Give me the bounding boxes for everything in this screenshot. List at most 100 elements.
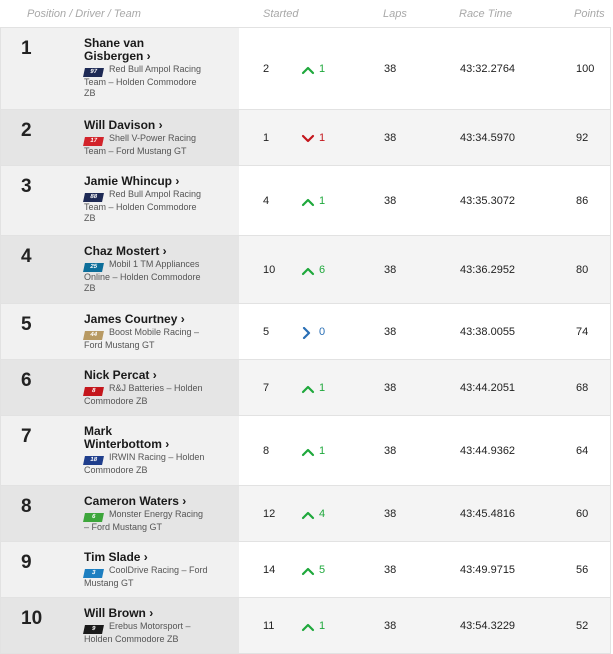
race-time: 43:44.2051: [460, 382, 516, 394]
driver-name-line: Shane van: [84, 36, 145, 50]
laps: 38: [384, 132, 397, 144]
table-row: 6 Nick Percat › 8 R&J Batteries – Holden Com…: [0, 359, 611, 416]
started-position: 5: [263, 326, 270, 338]
header-points: Points: [574, 8, 605, 20]
team-name-line: Team – Holden Commodore: [84, 77, 197, 87]
started-position: 4: [263, 195, 270, 207]
chevron-up-icon: [301, 448, 315, 457]
driver-link[interactable]: Will Davison ›: [84, 119, 234, 132]
position-change: 1: [319, 620, 326, 632]
table-row: 4 Chaz Mostert › 25 Mobil 1 TM Appliances On…: [0, 235, 611, 304]
position-change: 1: [319, 195, 326, 207]
started-position: 8: [263, 445, 270, 457]
race-time: 43:38.0055: [460, 326, 516, 338]
team-name: 9 Erebus Motorsport – Holden Commodore ZB: [83, 621, 219, 645]
car-number-badge: 17: [83, 137, 104, 146]
team-name-line: Red Bull Ampol Racing: [109, 64, 202, 74]
driver-name-line: James Courtney ›: [84, 312, 185, 326]
team-name-line: Team – Holden Commodore: [84, 202, 197, 212]
points: 56: [576, 564, 589, 576]
team-name-line: Boost Mobile Racing –: [109, 327, 200, 337]
laps: 38: [384, 382, 397, 394]
driver-name-line: Tim Slade ›: [84, 550, 148, 564]
table-row: 2 Will Davison › 17 Shell V-Power Racing Tea…: [0, 109, 611, 166]
driver-link[interactable]: Nick Percat ›: [84, 369, 234, 382]
driver-name-line: Gisbergen ›: [84, 49, 151, 63]
laps: 38: [384, 445, 397, 457]
points: 52: [576, 620, 589, 632]
points: 92: [576, 132, 589, 144]
team-name-line: Online – Holden Commodore: [84, 272, 201, 282]
points: 64: [576, 445, 589, 457]
position-number: 2: [21, 120, 32, 141]
laps: 38: [384, 620, 397, 632]
table-row: 3 Jamie Whincup › 88 Red Bull Ampol Racing T…: [0, 165, 611, 236]
driver-name-line: Will Davison ›: [84, 118, 163, 132]
team-name: 8 R&J Batteries – Holden Commodore ZB: [83, 383, 219, 407]
team-name: 18 IRWIN Racing – Holden Commodore ZB: [83, 452, 219, 476]
driver-link[interactable]: Chaz Mostert ›: [84, 245, 234, 258]
header-position-driver-team: Position / Driver / Team: [27, 8, 141, 20]
position-number: 5: [21, 314, 32, 335]
team-name-line: ZB: [84, 213, 96, 223]
race-time: 43:44.9362: [460, 445, 516, 457]
position-change: 1: [319, 63, 326, 75]
chevron-up-icon: [301, 385, 315, 394]
team-name: 25 Mobil 1 TM Appliances Online – Holden C…: [83, 259, 219, 294]
team-name-line: Shell V-Power Racing: [109, 133, 197, 143]
driver-link[interactable]: James Courtney ›: [84, 313, 234, 326]
team-name: 3 CoolDrive Racing – Ford Mustang GT: [83, 565, 219, 589]
team-name-line: ZB: [84, 88, 96, 98]
driver-link[interactable]: Tim Slade ›: [84, 551, 234, 564]
started-position: 10: [263, 264, 276, 276]
laps: 38: [384, 264, 397, 276]
position-number: 4: [21, 246, 32, 267]
chevron-down-icon: [301, 134, 315, 143]
position-number: 10: [21, 608, 43, 629]
team-name-line: IRWIN Racing – Holden: [109, 452, 205, 462]
points: 86: [576, 195, 589, 207]
driver-link[interactable]: Shane van Gisbergen ›: [84, 37, 234, 63]
team-name: 97 Red Bull Ampol Racing Team – Holden Com…: [83, 64, 219, 99]
table-row: 10 Will Brown › 9 Erebus Motorsport – Holden…: [0, 597, 611, 654]
table-header: Position / Driver / Team Started Laps Ra…: [0, 0, 613, 28]
laps: 38: [384, 508, 397, 520]
driver-link[interactable]: Mark Winterbottom ›: [84, 425, 234, 451]
driver-name-line: Will Brown ›: [84, 606, 154, 620]
driver-name-line: Chaz Mostert ›: [84, 244, 167, 258]
started-position: 11: [263, 620, 275, 632]
team-name-line: Holden Commodore ZB: [84, 634, 179, 644]
driver-link[interactable]: Will Brown ›: [84, 607, 234, 620]
chevron-up-icon: [301, 198, 315, 207]
team-name-line: Team – Ford Mustang GT: [84, 146, 187, 156]
header-started: Started: [263, 8, 299, 20]
position-cell: 2 Will Davison › 17 Shell V-Power Racing Tea…: [1, 110, 239, 165]
table-body: 1 Shane van Gisbergen › 97 Red Bull Ampol Ra…: [0, 27, 613, 654]
chevron-up-icon: [301, 267, 315, 276]
points: 74: [576, 326, 589, 338]
driver-name-line: Winterbottom ›: [84, 437, 170, 451]
table-row: 7 Mark Winterbottom › 18 IRWIN Racing – Hold…: [0, 415, 611, 486]
car-number-badge: 25: [83, 263, 104, 272]
team-name-line: Commodore ZB: [84, 465, 148, 475]
race-time: 43:45.4816: [460, 508, 516, 520]
driver-link[interactable]: Jamie Whincup ›: [84, 175, 234, 188]
header-race-time: Race Time: [459, 8, 513, 20]
started-position: 14: [263, 564, 276, 576]
position-change: 1: [319, 382, 326, 394]
driver-link[interactable]: Cameron Waters ›: [84, 495, 234, 508]
started-position: 12: [263, 508, 276, 520]
table-row: 5 James Courtney › 44 Boost Mobile Racing –…: [0, 303, 611, 360]
car-number-badge: 9: [83, 625, 104, 634]
team-name-line: ZB: [84, 283, 96, 293]
position-change: 5: [319, 564, 326, 576]
position-cell: 5 James Courtney › 44 Boost Mobile Racing –…: [1, 304, 239, 359]
car-number-badge: 18: [83, 456, 104, 465]
team-name-line: Erebus Motorsport –: [109, 621, 191, 631]
position-cell: 3 Jamie Whincup › 88 Red Bull Ampol Racing T…: [1, 166, 239, 235]
laps: 38: [384, 195, 397, 207]
race-time: 43:36.2952: [460, 264, 516, 276]
team-name: 17 Shell V-Power Racing Team – Ford Mustan…: [83, 133, 219, 157]
laps: 38: [384, 564, 397, 576]
race-time: 43:54.3229: [460, 620, 516, 632]
